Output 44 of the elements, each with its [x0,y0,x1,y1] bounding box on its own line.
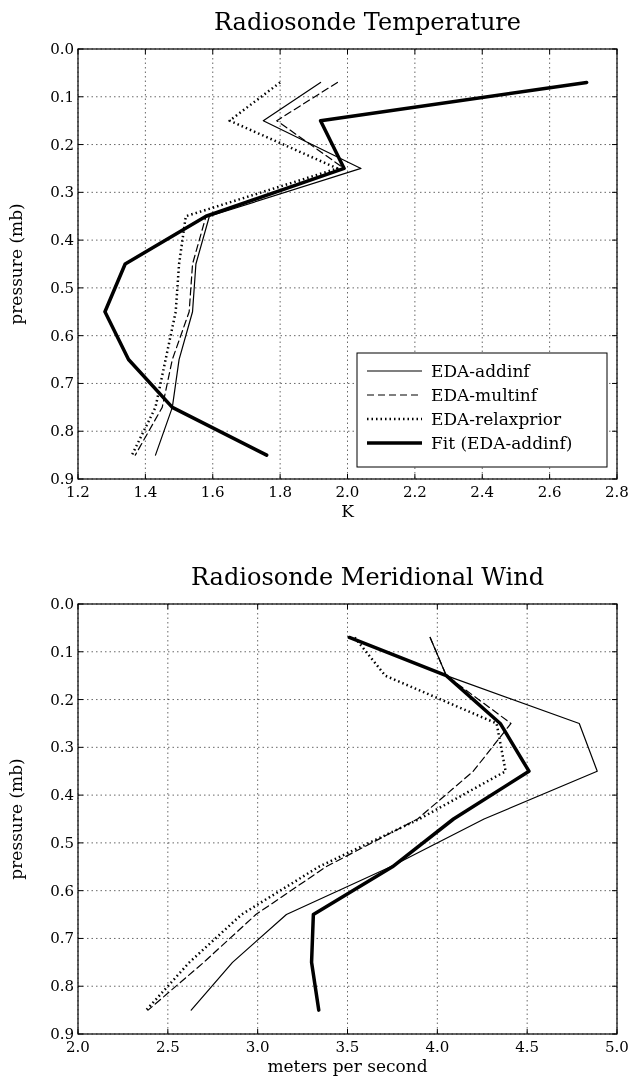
legend-label: EDA-multinf [431,385,539,405]
x-tick-label: 3.0 [245,1038,270,1056]
x-tick-label: 4.5 [515,1038,540,1056]
x-tick-label: 1.2 [66,483,90,501]
y-tick-label: 0.1 [50,642,74,661]
y-tick-label: 0.1 [50,87,74,106]
y-tick-label: 0.8 [50,422,74,441]
y-tick-label: 0.2 [50,135,74,154]
x-tick-label: 1.4 [133,483,158,501]
y-tick-label: 0.5 [50,833,74,852]
legend-label: EDA-addinf [431,361,532,381]
y-tick-label: 0.6 [50,881,74,900]
y-tick-label: 0.8 [50,977,74,996]
x-tick-label: 3.5 [335,1038,360,1056]
x-tick-label: 2.0 [66,1038,90,1056]
x-tick-label: 2.2 [402,483,427,501]
legend-label: EDA-relaxprior [431,409,563,429]
y-tick-label: 0.3 [50,183,74,202]
x-tick-label: 2.8 [605,483,628,501]
y-tick-label: 0.4 [50,786,74,805]
legend-label: Fit (EDA-addinf) [431,433,573,453]
y-tick-label: 0.0 [50,40,74,58]
x-tick-label: 2.5 [155,1038,180,1056]
x-tick-label: 1.8 [268,483,293,501]
y-axis-title: pressure (mb) [6,758,26,880]
y-tick-label: 0.4 [50,231,74,250]
y-tick-label: 0.2 [50,690,74,709]
x-axis-title: K [341,501,355,521]
chart-title: Radiosonde Meridional Wind [190,563,545,591]
x-axis-title: meters per second [267,1056,428,1076]
y-tick-label: 0.5 [50,278,74,297]
y-tick-label: 0.0 [50,595,74,613]
x-tick-label: 2.4 [470,483,495,501]
x-tick-label: 2.0 [335,483,360,501]
y-tick-label: 0.7 [50,929,74,948]
x-tick-label: 5.0 [605,1038,628,1056]
y-tick-label: 0.6 [50,326,74,345]
chart-title: Radiosonde Temperature [213,8,522,36]
y-tick-label: 0.7 [50,374,74,393]
y-axis-title: pressure (mb) [6,203,26,325]
y-tick-label: 0.3 [50,738,74,757]
x-tick-label: 1.6 [200,483,225,501]
x-tick-label: 4.0 [425,1038,450,1056]
x-tick-label: 2.6 [537,483,562,501]
